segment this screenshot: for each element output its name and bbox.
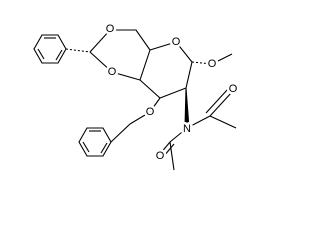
bond bbox=[129, 111, 151, 125]
atom-label: O bbox=[208, 58, 217, 70]
bonds bbox=[33, 29, 237, 171]
hashed-bond bbox=[65, 48, 91, 53]
double-bond bbox=[37, 48, 45, 60]
bond bbox=[169, 127, 188, 143]
atom-labels: O O O O O N O O bbox=[103, 21, 240, 165]
double-bond bbox=[100, 142, 108, 154]
hashed-bond bbox=[191, 61, 213, 65]
page: O O O O O N O O (() => { const data = JS… bbox=[33, 21, 240, 171]
atom-label: O bbox=[156, 150, 165, 162]
ring-bond bbox=[139, 41, 193, 99]
double-bond bbox=[55, 49, 63, 61]
molecule: O O O O O N O O bbox=[33, 21, 240, 171]
bond bbox=[211, 53, 233, 65]
double-bond bbox=[205, 88, 229, 114]
bond bbox=[159, 141, 171, 155]
phenyl-ring bbox=[33, 34, 67, 64]
atom-label: N bbox=[183, 123, 191, 135]
atom-label: O bbox=[106, 23, 115, 35]
wedge-bond bbox=[184, 87, 190, 129]
phenyl-ring bbox=[78, 127, 112, 157]
bond bbox=[186, 115, 211, 129]
atom-label: O bbox=[172, 36, 181, 48]
atom-label: O bbox=[229, 83, 238, 95]
bond bbox=[110, 123, 131, 143]
double-bond bbox=[163, 143, 175, 157]
bond bbox=[209, 115, 237, 129]
atom-label: O bbox=[108, 66, 117, 78]
atom-label: O bbox=[146, 106, 155, 118]
bond bbox=[149, 97, 161, 113]
bond bbox=[169, 141, 175, 171]
ring-bond bbox=[89, 29, 151, 81]
double-bond bbox=[82, 141, 90, 153]
bond bbox=[209, 91, 233, 117]
